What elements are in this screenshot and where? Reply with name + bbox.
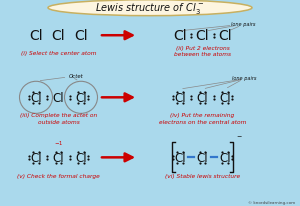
- Text: (v) Check the formal charge: (v) Check the formal charge: [17, 174, 100, 179]
- Text: © knordsilearning.com: © knordsilearning.com: [248, 200, 296, 204]
- Text: Cl: Cl: [75, 91, 87, 104]
- Text: Cl: Cl: [219, 151, 231, 164]
- Text: Cl: Cl: [30, 151, 42, 164]
- Text: Cl: Cl: [52, 29, 65, 43]
- Text: (ii) Put 2 electrons
between the atoms: (ii) Put 2 electrons between the atoms: [174, 46, 231, 57]
- Text: Cl: Cl: [196, 29, 209, 43]
- Text: Cl: Cl: [53, 91, 64, 104]
- Text: Cl: Cl: [218, 29, 232, 43]
- Text: (vi) Stable lewis structure: (vi) Stable lewis structure: [165, 174, 240, 179]
- Text: Octet: Octet: [68, 74, 83, 79]
- Text: Cl: Cl: [29, 29, 43, 43]
- Text: (i) Select the center atom: (i) Select the center atom: [21, 51, 96, 56]
- Text: lone pairs: lone pairs: [232, 76, 257, 81]
- Text: Cl: Cl: [197, 91, 208, 104]
- Text: Cl: Cl: [197, 151, 208, 164]
- Text: (iv) Put the remaining
electrons on the central atom: (iv) Put the remaining electrons on the …: [159, 113, 246, 124]
- Text: $\mathit{Lewis\ structure\ of\ Cl_3^-}$: $\mathit{Lewis\ structure\ of\ Cl_3^-}$: [95, 1, 205, 16]
- Text: Cl: Cl: [53, 151, 64, 164]
- Text: Cl: Cl: [75, 151, 87, 164]
- Text: Cl: Cl: [219, 91, 231, 104]
- Text: Cl: Cl: [174, 91, 186, 104]
- Text: Cl: Cl: [74, 29, 88, 43]
- Text: Cl: Cl: [174, 151, 186, 164]
- Text: lone pairs: lone pairs: [231, 22, 255, 27]
- Text: $^-$: $^-$: [235, 132, 243, 141]
- Text: Cl: Cl: [173, 29, 187, 43]
- Text: (iii) Complete the actet on
outside atoms: (iii) Complete the actet on outside atom…: [20, 113, 97, 124]
- Text: $^{-1}$: $^{-1}$: [54, 140, 63, 149]
- Text: Cl: Cl: [30, 91, 42, 104]
- Ellipse shape: [48, 1, 252, 17]
